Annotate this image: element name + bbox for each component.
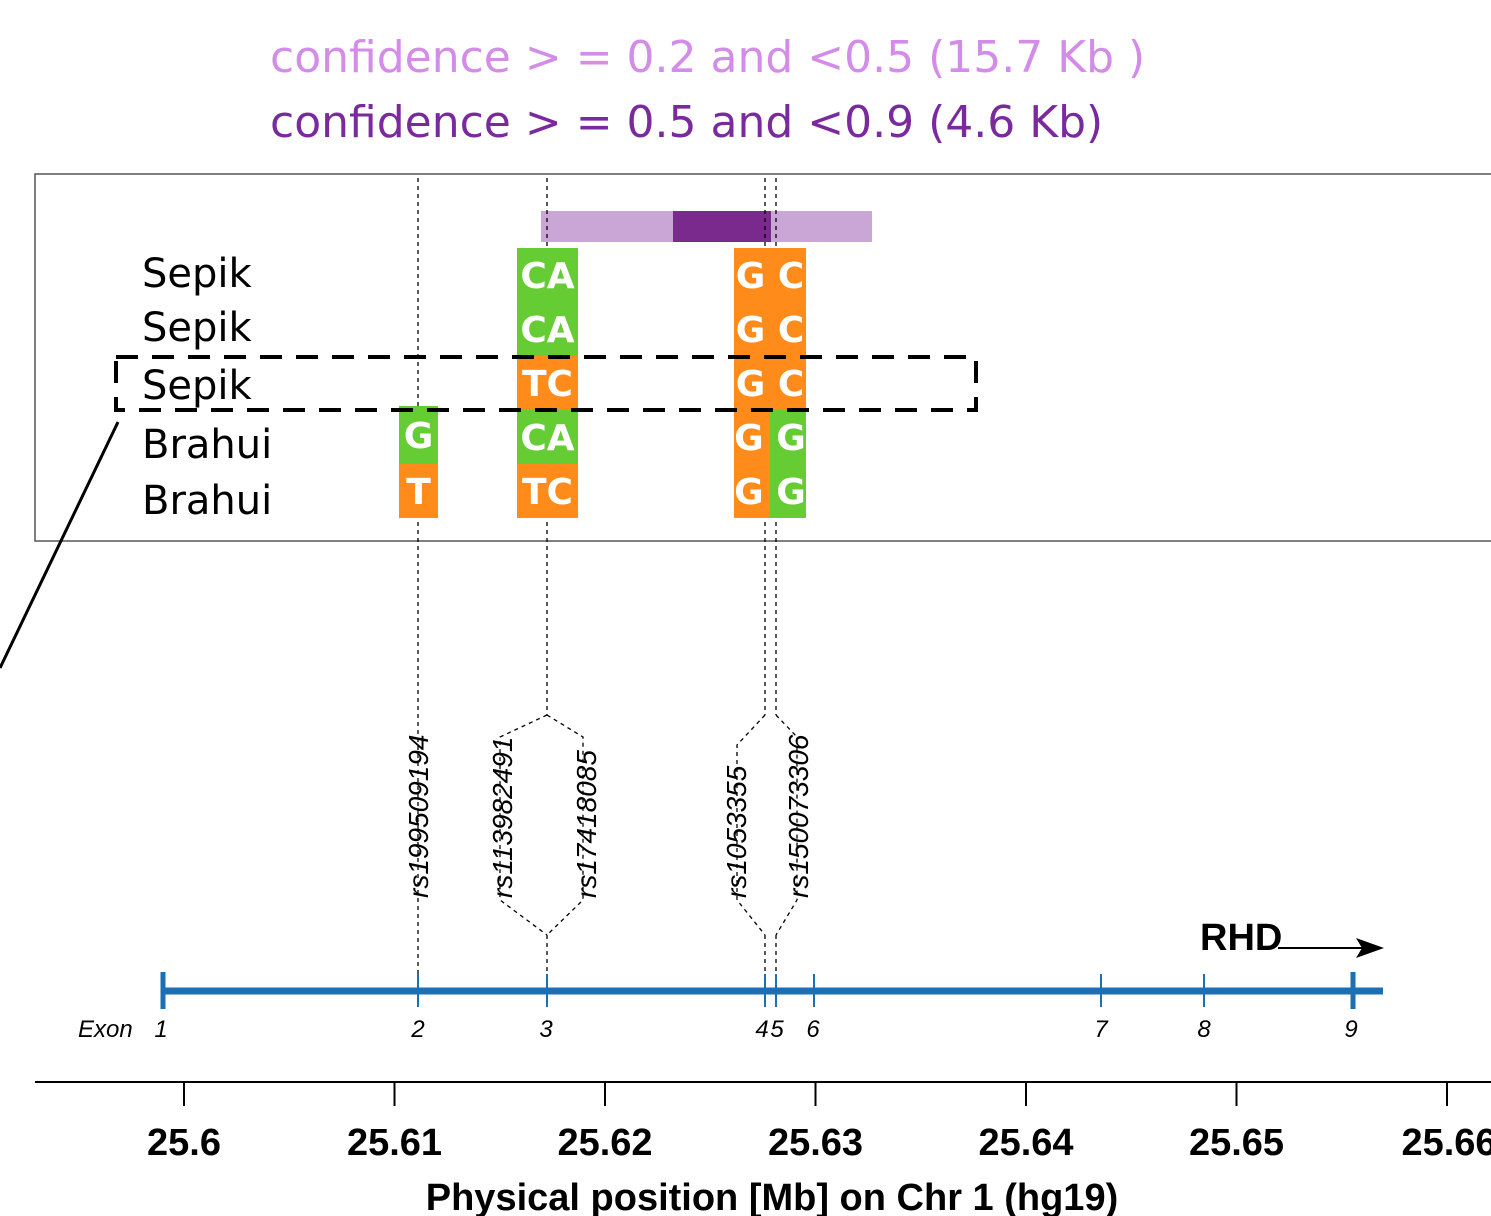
- x-tick-label: 25.61: [347, 1122, 442, 1164]
- x-tick-label: 25.65: [1189, 1122, 1284, 1164]
- allele-text: T: [406, 472, 431, 513]
- snp-label-rs113982491: rs113982491: [487, 737, 518, 898]
- exon-number: 9: [1344, 1016, 1357, 1043]
- allele-text: G C: [736, 256, 805, 297]
- x-axis-ticks: 25.6 25.61 25.62 25.63 25.64 25.65 25.66: [147, 1082, 1491, 1164]
- snp-label-rs1053355: rs1053355: [721, 765, 752, 898]
- exon-number: 5: [770, 1016, 784, 1043]
- allele-text: CA: [520, 418, 574, 459]
- gene-name: RHD: [1200, 917, 1282, 959]
- confidence-bar-high: [673, 211, 771, 242]
- highlight-pointer-line: [0, 422, 118, 668]
- allele-text: G G: [734, 418, 806, 459]
- exon-number: 8: [1197, 1016, 1211, 1043]
- allele-text: G C: [736, 310, 805, 351]
- x-tick-label: 25.64: [978, 1122, 1073, 1164]
- population-label: Sepik: [142, 363, 253, 409]
- snp-label-rs17418085: rs17418085: [571, 750, 602, 898]
- legend-low-confidence: confidence > = 0.2 and <0.5 (15.7 Kb ): [270, 32, 1145, 83]
- x-tick-label: 25.66: [1401, 1122, 1491, 1164]
- x-tick-label: 25.62: [557, 1122, 652, 1164]
- allele-text: G G: [734, 472, 806, 513]
- x-tick-label: 25.6: [147, 1122, 221, 1164]
- population-label: Sepik: [142, 305, 253, 351]
- exon-number: 6: [806, 1016, 820, 1043]
- allele-text: TC: [522, 364, 573, 405]
- allele-blocks: CA G C CA G C TC G C G CA G G T TC G G: [399, 248, 806, 518]
- snp-label-rs150073306: rs150073306: [783, 734, 814, 898]
- exon-number: 1: [154, 1016, 167, 1043]
- population-label: Sepik: [142, 251, 253, 297]
- exon-number: 2: [410, 1016, 424, 1043]
- population-label: Brahui: [142, 422, 272, 468]
- x-axis-title: Physical position [Mb] on Chr 1 (hg19): [426, 1177, 1118, 1216]
- population-label: Brahui: [142, 478, 272, 524]
- allele-text: TC: [522, 472, 573, 513]
- snp-label-rs199509194: rs199509194: [403, 735, 434, 898]
- exon-number: 3: [539, 1016, 553, 1043]
- allele-text: G: [404, 416, 434, 457]
- legend-high-confidence: confidence > = 0.5 and <0.9 (4.6 Kb): [270, 97, 1103, 148]
- allele-text: CA: [520, 310, 574, 351]
- exon-number: 4: [755, 1016, 768, 1043]
- allele-text: G C: [736, 364, 805, 405]
- exon-number: 7: [1094, 1016, 1109, 1043]
- exon-axis-label: Exon: [78, 1016, 133, 1043]
- allele-text: CA: [520, 256, 574, 297]
- x-tick-label: 25.63: [768, 1122, 863, 1164]
